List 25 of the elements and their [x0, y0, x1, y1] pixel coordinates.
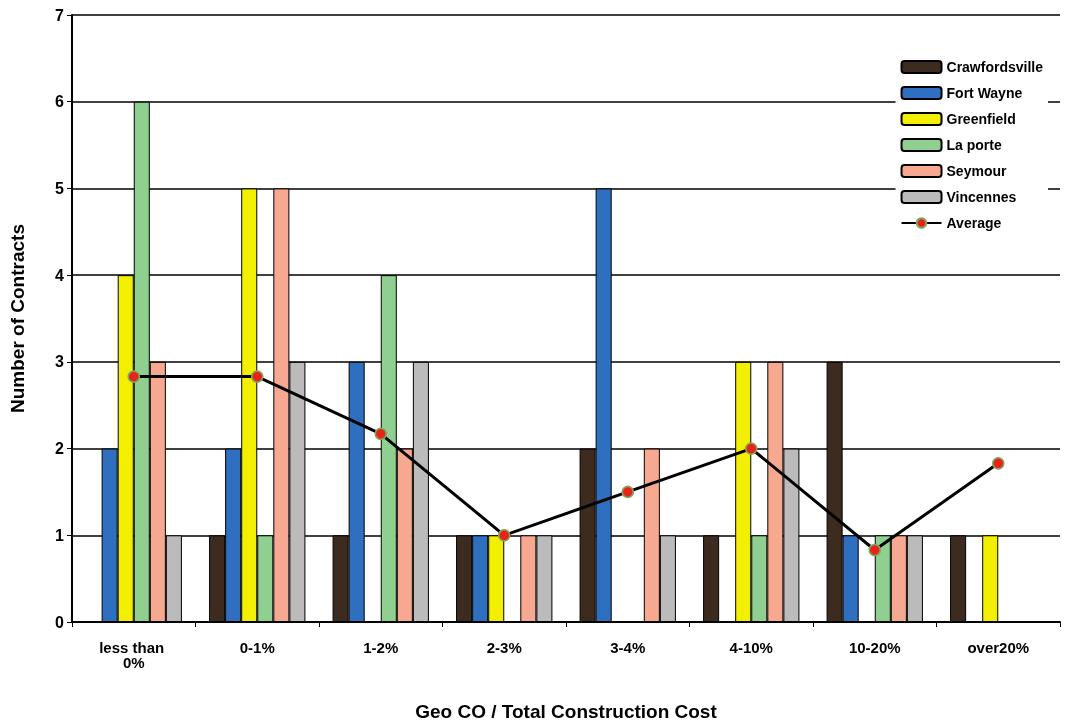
y-tick-label: 2 [55, 440, 65, 458]
x-tick-label: 1-2% [363, 639, 399, 656]
legend-label: La porte [946, 137, 1002, 153]
legend-label: Seymour [946, 163, 1007, 179]
x-tick-label: over20% [967, 639, 1030, 656]
x-axis-title: Geo CO / Total Construction Cost [415, 701, 718, 722]
x-tick-label: 0-1% [239, 639, 275, 656]
y-tick-label: 7 [55, 6, 65, 24]
y-tick-label: 3 [55, 353, 65, 371]
legend-label: Greenfield [946, 111, 1016, 127]
legend-label: Average [946, 215, 1002, 231]
y-tick-label: 1 [55, 526, 65, 544]
y-tick-label: 0 [55, 613, 65, 631]
legend-label: Fort Wayne [946, 85, 1023, 101]
x-tick-label: 4-10% [729, 639, 773, 656]
x-tick-label: 10-20% [848, 639, 901, 656]
y-tick-label: 5 [55, 179, 65, 197]
x-tick-label: less than 0% [99, 639, 169, 671]
legend-label: Crawfordsville [946, 59, 1044, 75]
legend-label: Vincennes [946, 189, 1017, 205]
x-tick-label: 2-3% [486, 639, 522, 656]
y-tick-label: 6 [55, 93, 65, 111]
y-axis-title: Number of Contracts [7, 224, 28, 413]
x-tick-label: 3-4% [610, 639, 646, 656]
y-tick-label: 4 [55, 266, 65, 284]
